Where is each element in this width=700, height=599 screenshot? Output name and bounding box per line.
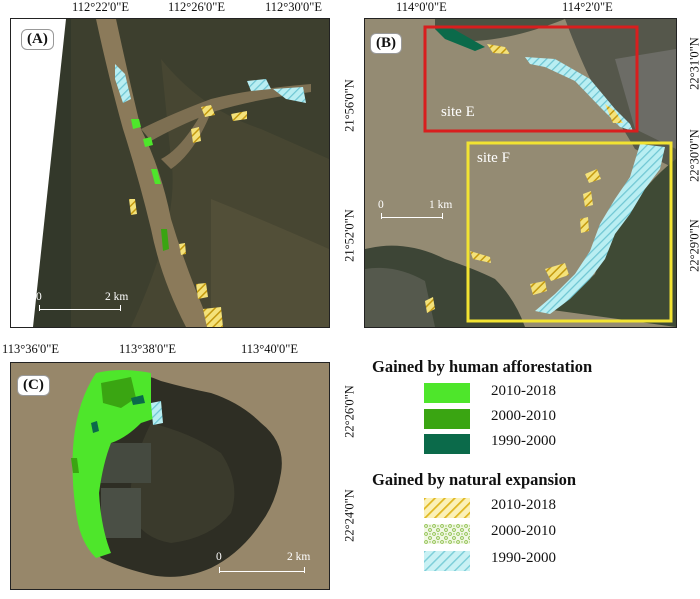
legend-label-natural-2000-2010: 2000-2010 — [491, 523, 556, 539]
panel-a-lon-tick-1: 112°22'0"E — [72, 0, 130, 14]
panel-c-lon-tick-2: 113°38'0"E — [119, 342, 177, 356]
panel-a-label: (A) — [21, 29, 54, 50]
panel-a-lat-tick-1: 21°56'0"N — [342, 79, 357, 132]
legend-label-natural-1990-2000: 1990-2000 — [491, 550, 556, 566]
panel-c-lon-tick-3: 113°40'0"E — [241, 342, 299, 356]
legend-swatch-natural-2000-2010 — [424, 524, 470, 544]
panel-c-map: (C) 0 2 km — [10, 362, 330, 590]
panel-b-scale-end: 1 km — [429, 199, 453, 211]
panel-b-lat-tick-3: 22°29'0"N — [687, 219, 700, 272]
legend-human-title: Gained by human afforestation — [372, 357, 593, 376]
site-f-label: site F — [477, 150, 510, 166]
panel-b-scale-bar: 0 1 km — [377, 199, 452, 223]
panel-b-lon-tick-1: 114°0'0"E — [396, 0, 447, 14]
panel-c-scale-zero: 0 — [216, 551, 222, 563]
legend-swatch-human-2010-2018 — [424, 383, 470, 403]
legend-natural-title: Gained by natural expansion — [372, 470, 577, 489]
panel-b-scale-zero: 0 — [378, 199, 384, 211]
panel-c-label: (C) — [17, 375, 50, 396]
panel-a-map: (A) 0 2 km — [10, 18, 330, 328]
legend-label-human-2000-2010: 2000-2010 — [491, 408, 556, 424]
panel-a-imagery — [11, 19, 329, 327]
panel-c-imagery — [11, 363, 329, 589]
panel-c-lat-tick-1: 22°26'0"N — [342, 385, 357, 438]
legend-swatch-human-1990-2000 — [424, 434, 470, 454]
panel-c-lat-tick-2: 22°24'0"N — [342, 489, 357, 542]
panel-c-lon-tick-1: 113°36'0"E — [2, 342, 60, 356]
panel-a-lat-tick-2: 21°52'0"N — [342, 209, 357, 262]
legend-label-natural-2010-2018: 2010-2018 — [491, 497, 556, 513]
panel-c-scale-end: 2 km — [287, 551, 311, 563]
panel-b-label: (B) — [370, 33, 402, 54]
legend-swatch-natural-1990-2000 — [424, 551, 470, 571]
panel-b-lat-tick-1: 22°31'0"N — [687, 37, 700, 90]
legend-swatch-natural-2010-2018 — [424, 498, 470, 518]
panel-a-lon-tick-3: 112°30'0"E — [265, 0, 323, 14]
panel-a-scale-bar: 0 2 km — [33, 291, 128, 317]
panel-a-lon-tick-2: 112°26'0"E — [168, 0, 226, 14]
panel-b-lat-tick-2: 22°30'0"N — [687, 129, 700, 182]
panel-b-imagery — [365, 19, 676, 327]
legend-label-human-2010-2018: 2010-2018 — [491, 383, 556, 399]
legend-label-human-1990-2000: 1990-2000 — [491, 433, 556, 449]
panel-b-lon-tick-2: 114°2'0"E — [562, 0, 613, 14]
panel-a-scale-end: 2 km — [105, 291, 129, 303]
legend-swatch-human-2000-2010 — [424, 409, 470, 429]
panel-a-scale-zero: 0 — [36, 291, 42, 303]
panel-c-scale-bar: 0 2 km — [211, 551, 311, 577]
site-e-label: site E — [441, 104, 475, 120]
panel-b-map: (B) site E site F 0 1 km — [364, 18, 677, 328]
